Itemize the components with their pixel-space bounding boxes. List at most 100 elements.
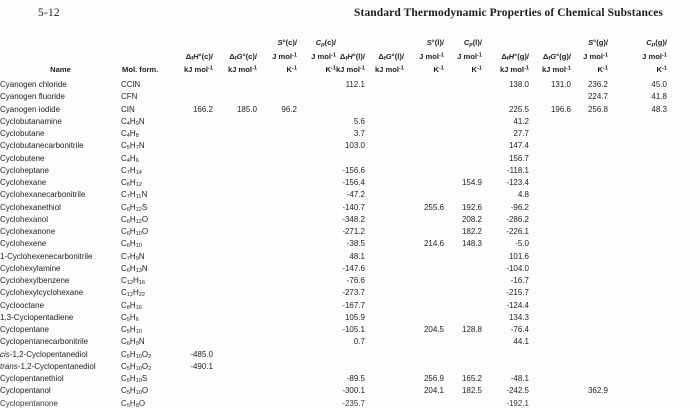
value-cell-dHl: -235.7 — [342, 398, 365, 408]
value-cell-Cpg — [608, 251, 667, 263]
value-cell-dHl: -89.5 — [346, 374, 365, 383]
value-cell-dHl — [336, 349, 365, 361]
value-cell-Cpc — [297, 214, 336, 226]
column-header-line: Mol. form. — [122, 65, 159, 75]
value-cell-dGl — [365, 165, 404, 177]
column-header-dGg: ΔfG°(g)/ kJ mol-1 — [529, 33, 571, 79]
value-cell-Sc — [257, 153, 297, 165]
value-cell-dGg — [529, 177, 571, 189]
column-header-line: K-1 — [471, 65, 482, 75]
substance-name-cell: Cyclobutanecarbonitrile — [0, 141, 84, 151]
value-cell-Sl: 256.9 — [423, 374, 444, 383]
table-row: Cyclobutane C4H8 3.7 27.7 — [0, 128, 667, 140]
table-row: Cyclooctane C8H16 -167.7 -124.4 — [0, 300, 667, 312]
table-row: Cyclobutene C4H6 156.7 — [0, 153, 667, 165]
column-header-Cpl: Cp(l)/ J mol-1 K-1 — [444, 33, 482, 79]
value-cell-Sg — [571, 140, 608, 152]
column-header-line: Cp(g)/ — [646, 38, 667, 49]
value-cell-dGg — [529, 189, 571, 201]
substance-name-cell: Cyclopentanone — [0, 398, 58, 408]
table-row: 1,3-Cyclopentadiene C5H6 105.9 134.3 — [0, 312, 667, 324]
value-cell-dGl — [365, 361, 404, 373]
table-row: Cyclohexane C6H12 -156.4 154.9 -123.4 — [0, 177, 667, 189]
value-cell-dGg — [529, 251, 571, 263]
table-row: 1-Cyclohexenecarbonitrile C7H9N 48.1 101.6 — [0, 251, 667, 263]
value-cell-dHg: 41.2 — [513, 116, 529, 126]
value-cell-dHc — [171, 91, 213, 103]
value-cell-dHl: 103.0 — [344, 141, 365, 151]
value-cell-Sl — [404, 275, 444, 287]
value-cell-Sl — [404, 214, 444, 226]
value-cell-Cpl — [444, 275, 482, 287]
column-header-dHg: ΔfH°(g)/ kJ mol-1 — [482, 33, 529, 79]
formula-cell: C12H16 — [121, 276, 146, 287]
value-cell-Cpc — [297, 140, 336, 152]
value-cell-Cpg — [608, 398, 667, 410]
value-cell-Sl: 204.1 — [423, 386, 444, 396]
value-cell-dGl — [365, 373, 404, 385]
thermo-properties-table: Name Mol. form. ΔfH°(c)/ kJ mol-1 ΔfG°(c)/ kJ… — [0, 33, 667, 410]
value-cell-Sl — [404, 177, 444, 189]
value-cell-Sc — [257, 189, 297, 201]
value-cell-Cpc — [297, 263, 336, 275]
value-cell-Sc — [257, 177, 297, 189]
value-cell-dHl: -76.6 — [346, 276, 365, 285]
value-cell-Cpc — [297, 226, 336, 238]
value-cell-Cpl: 208.2 — [461, 214, 482, 224]
value-cell-Cpc — [297, 189, 336, 201]
value-cell-dGg — [529, 238, 571, 250]
table-row: Cyclopentanecarbonitrile C6H9N 0.7 44.1 — [0, 336, 667, 348]
value-cell-Sc — [257, 226, 297, 238]
value-cell-dHl: 3.7 — [353, 129, 365, 138]
value-cell-dHg: 147.4 — [508, 141, 529, 151]
page-title: Standard Thermodynamic Properties of Che… — [354, 7, 663, 19]
value-cell-dHl: 105.9 — [344, 312, 365, 322]
value-cell-dGc — [213, 238, 257, 250]
table-row: Cyclopentanol C5H10O -300.1 204.1 182.5 -242.… — [0, 385, 667, 397]
value-cell-dHg: 101.6 — [508, 251, 529, 261]
substance-name-cell: Cyclobutanamine — [0, 116, 62, 126]
value-cell-Cpc — [297, 238, 336, 250]
value-cell-dGg — [529, 140, 571, 152]
value-cell-dGl — [365, 385, 404, 397]
value-cell-Cpg — [608, 263, 667, 275]
value-cell-Cpc — [297, 385, 336, 397]
value-cell-Sl — [404, 312, 444, 324]
formula-cell: C6H10 — [121, 239, 142, 250]
value-cell-Sl: 255.6 — [423, 202, 444, 212]
value-cell-dGc — [213, 385, 257, 397]
value-cell-Sc — [257, 214, 297, 226]
value-cell-Sg — [571, 373, 608, 385]
value-cell-Cpl — [444, 189, 482, 201]
value-cell-dHc — [171, 324, 213, 336]
value-cell-dGg — [529, 226, 571, 238]
value-cell-Cpc — [297, 251, 336, 263]
value-cell-Cpg — [608, 361, 667, 373]
substance-name-cell: Cyclohexanecarbonitrile — [0, 190, 86, 200]
value-cell-Cpc — [297, 128, 336, 140]
table-row: trans-1,2-Cyclopentanediol C5H10O2 -490.1 — [0, 361, 667, 373]
substance-name-cell: 1,3-Cyclopentadiene — [0, 312, 74, 322]
formula-cell: C4H6 — [121, 153, 139, 164]
value-cell-Cpg — [608, 214, 667, 226]
value-cell-dGc — [213, 263, 257, 275]
value-cell-Cpc — [297, 324, 336, 336]
value-cell-dGl — [365, 214, 404, 226]
table-row: Cyanogen chloride CClN 112.1 138.0 131.0 236.… — [0, 79, 667, 91]
formula-cell: C4H8 — [121, 129, 139, 140]
column-header-line: J mol-1 — [642, 51, 667, 61]
table-header: Name Mol. form. ΔfH°(c)/ kJ mol-1 ΔfG°(c)/ kJ… — [0, 33, 667, 79]
value-cell-Sl — [404, 300, 444, 312]
value-cell-dHc — [171, 153, 213, 165]
table-row: Cyclobutanamine C4H9N 5.6 41.2 — [0, 116, 667, 128]
value-cell-dGc — [213, 349, 257, 361]
value-cell-dHc — [171, 202, 213, 214]
value-cell-Sg — [571, 263, 608, 275]
value-cell-dHg: -192.1 — [506, 398, 529, 408]
value-cell-Cpl — [444, 91, 482, 103]
value-cell-Sc — [257, 251, 297, 263]
value-cell-Sl — [404, 91, 444, 103]
value-cell-Sl — [404, 361, 444, 373]
value-cell-dHl — [336, 91, 365, 103]
value-cell-Cpl — [444, 361, 482, 373]
